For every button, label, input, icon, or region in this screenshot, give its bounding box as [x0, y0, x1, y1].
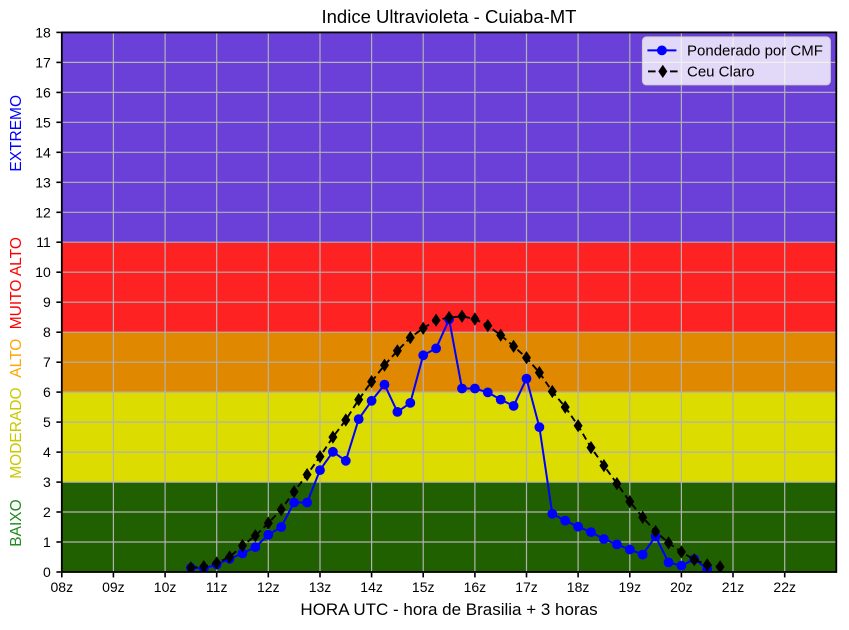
- svg-text:15: 15: [35, 114, 51, 130]
- svg-text:0: 0: [43, 564, 51, 580]
- svg-text:EXTREMO: EXTREMO: [8, 95, 25, 172]
- svg-text:10: 10: [35, 264, 51, 280]
- svg-text:MUITO ALTO: MUITO ALTO: [8, 237, 25, 329]
- svg-text:08z: 08z: [51, 579, 74, 595]
- svg-text:ALTO: ALTO: [8, 339, 25, 378]
- svg-text:11: 11: [36, 234, 51, 250]
- svg-text:9: 9: [43, 294, 51, 310]
- svg-text:13: 13: [35, 174, 51, 190]
- svg-text:Ponderado por CMF: Ponderado por CMF: [687, 43, 823, 60]
- svg-text:16z: 16z: [464, 579, 487, 595]
- svg-text:18: 18: [35, 24, 51, 40]
- svg-text:Indice Ultravioleta - Cuiaba-M: Indice Ultravioleta - Cuiaba-MT: [322, 6, 577, 27]
- svg-text:1: 1: [43, 534, 51, 550]
- svg-text:20z: 20z: [670, 579, 693, 595]
- svg-text:4: 4: [43, 444, 51, 460]
- svg-text:22z: 22z: [773, 579, 796, 595]
- svg-text:17: 17: [35, 54, 51, 70]
- svg-text:14: 14: [35, 144, 51, 160]
- svg-text:17z: 17z: [515, 579, 538, 595]
- svg-text:5: 5: [43, 414, 51, 430]
- svg-text:11z: 11z: [206, 579, 228, 595]
- svg-text:16: 16: [35, 84, 51, 100]
- svg-text:09z: 09z: [102, 579, 125, 595]
- svg-text:13z: 13z: [309, 579, 332, 595]
- svg-text:21z: 21z: [722, 579, 745, 595]
- svg-text:12z: 12z: [257, 579, 280, 595]
- svg-text:10z: 10z: [154, 579, 177, 595]
- svg-text:7: 7: [43, 354, 51, 370]
- svg-text:14z: 14z: [360, 579, 383, 595]
- svg-text:15z: 15z: [412, 579, 435, 595]
- svg-text:BAIXO: BAIXO: [8, 499, 25, 546]
- svg-text:8: 8: [43, 324, 51, 340]
- svg-text:18z: 18z: [567, 579, 590, 595]
- svg-text:Ceu Claro: Ceu Claro: [687, 64, 755, 81]
- svg-text:3: 3: [43, 474, 51, 490]
- svg-text:19z: 19z: [619, 579, 642, 595]
- svg-text:HORA UTC - hora de Brasilia +: HORA UTC - hora de Brasilia + 3 horas: [300, 600, 597, 619]
- svg-text:12: 12: [35, 204, 51, 220]
- svg-text:6: 6: [43, 384, 51, 400]
- svg-text:2: 2: [43, 504, 51, 520]
- svg-text:MODERADO: MODERADO: [8, 387, 25, 478]
